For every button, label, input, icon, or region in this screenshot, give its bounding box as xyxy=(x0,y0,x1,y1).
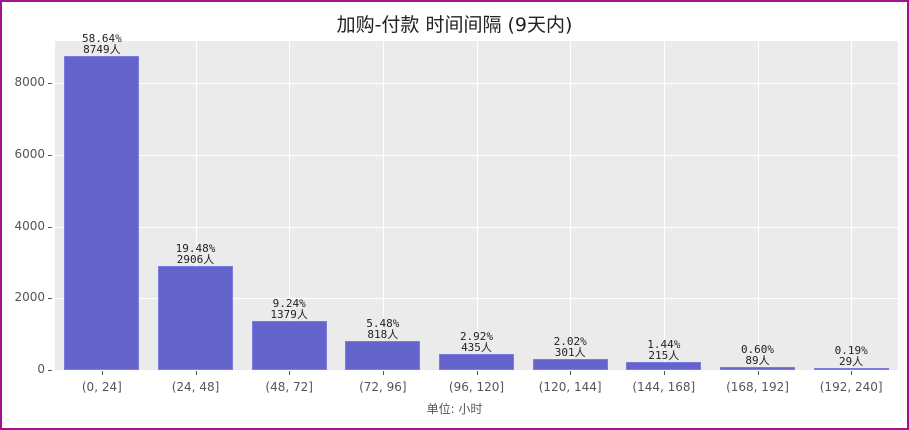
bar xyxy=(626,362,702,370)
y-tick-mark xyxy=(48,370,52,371)
gridline-vertical xyxy=(663,41,665,370)
x-tick-mark xyxy=(570,371,572,375)
bar-percent-label: 0.19% xyxy=(834,344,868,357)
bar xyxy=(251,320,327,370)
x-tick-mark xyxy=(757,371,759,375)
bar-percent-label: 2.02% xyxy=(553,335,587,349)
bar-count-label: 8749人 xyxy=(83,43,121,57)
x-tick-mark xyxy=(851,371,853,375)
x-tick-label: (192, 240] xyxy=(819,380,883,394)
gridline-vertical xyxy=(476,41,478,370)
y-tick-label: 6000 xyxy=(14,146,45,161)
gridline-vertical xyxy=(195,41,197,370)
bar-count-label: 89人 xyxy=(745,353,770,367)
x-tick-label: (96, 120] xyxy=(448,380,505,394)
y-tick-label: 2000 xyxy=(14,290,45,305)
y-tick-mark xyxy=(48,298,52,300)
bar-count-label: 435人 xyxy=(461,341,492,355)
x-tick-mark xyxy=(663,371,665,375)
bar-count-label: 215人 xyxy=(648,349,680,363)
gridline-vertical xyxy=(289,41,291,370)
x-tick-label: (48, 72] xyxy=(265,380,313,394)
gridline-vertical xyxy=(570,41,572,370)
x-tick-label: (0, 24] xyxy=(81,380,122,394)
plot-area xyxy=(55,41,898,371)
x-axis-label: 单位: 小时 xyxy=(426,402,483,416)
bar-percent-label: 5.48% xyxy=(366,316,400,330)
y-tick-mark xyxy=(48,226,52,228)
y-tick-mark xyxy=(48,154,52,156)
x-tick-label: (144, 168] xyxy=(632,380,696,394)
bar xyxy=(345,340,421,370)
bar-percent-label: 0.60% xyxy=(740,342,775,356)
gridline-horizontal xyxy=(55,370,898,371)
y-tick-label: 8000 xyxy=(14,75,45,90)
x-tick-mark xyxy=(476,371,478,375)
y-tick-label: 0 xyxy=(37,362,45,376)
bar-count-label: 1379人 xyxy=(270,307,308,321)
x-tick-mark xyxy=(382,371,384,375)
bar-percent-label: 2.92% xyxy=(459,330,494,344)
chart-title: 加购-付款 时间间隔 (9天内) xyxy=(336,14,573,36)
bar-count-label: 301人 xyxy=(554,346,586,360)
bar-percent-label: 9.24% xyxy=(272,296,306,310)
x-tick-label: (168, 192] xyxy=(726,380,789,394)
x-tick-label: (24, 48] xyxy=(171,380,220,394)
bar xyxy=(532,359,608,370)
gridline-vertical xyxy=(382,41,384,370)
bar xyxy=(439,354,514,370)
x-tick-mark xyxy=(101,371,103,375)
x-tick-label: (72, 96] xyxy=(359,380,407,394)
bar-percent-label: 58.64% xyxy=(81,32,122,46)
bar xyxy=(813,368,889,370)
gridline-vertical xyxy=(757,41,759,370)
bar xyxy=(158,265,233,370)
y-tick-label: 4000 xyxy=(14,218,45,233)
bar-count-label: 818人 xyxy=(367,327,399,341)
x-tick-mark xyxy=(289,371,291,375)
x-tick-label: (120, 144] xyxy=(538,380,602,394)
bar-percent-label: 1.44% xyxy=(647,338,681,352)
bar-count-label: 29人 xyxy=(839,355,864,368)
x-tick-mark xyxy=(195,371,197,375)
bar-count-label: 2906人 xyxy=(176,252,215,266)
y-tick-mark xyxy=(48,83,52,85)
bar xyxy=(64,56,140,370)
gridline-vertical xyxy=(851,41,853,370)
bar-percent-label: 19.48% xyxy=(175,241,216,255)
bar xyxy=(720,366,795,370)
